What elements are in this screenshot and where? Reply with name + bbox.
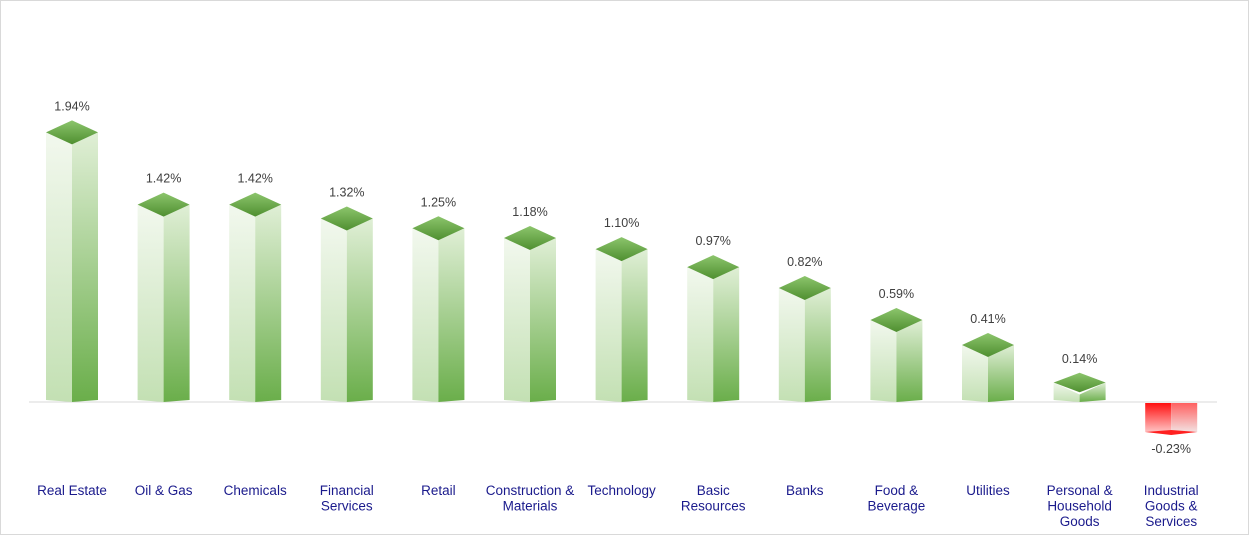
bar-right-face (255, 204, 282, 402)
bar-4: 1.25% Retail (412, 195, 465, 498)
bar-right-face (163, 204, 190, 402)
bar-1: 1.42% Oil & Gas (135, 172, 193, 498)
bar-8: 0.82% Banks (778, 255, 831, 498)
value-label: 0.41% (970, 312, 1005, 326)
bar-right-face (713, 267, 740, 402)
category-label: Chemicals (224, 483, 287, 498)
bar-top (778, 276, 831, 301)
bar-2: 1.42% Chemicals (224, 172, 287, 498)
value-label: -0.23% (1151, 442, 1191, 456)
bar-bottom (1145, 429, 1198, 435)
bar-left-face (870, 319, 897, 402)
bar-top (229, 192, 282, 217)
bar-left-face (962, 345, 988, 402)
bar-left-face (504, 237, 530, 402)
bar-left-face (137, 204, 164, 402)
value-label: 1.42% (237, 172, 272, 186)
bar-0: 1.94% Real Estate (37, 99, 107, 498)
bar-top (504, 225, 556, 250)
value-label: 1.32% (329, 186, 364, 200)
bar-6: 1.10% Technology (587, 216, 656, 498)
value-label: 1.42% (146, 172, 181, 186)
bar-left-face (1053, 382, 1080, 402)
bar-left-face (229, 204, 256, 402)
category-label: Banks (786, 483, 824, 498)
bar-right-face (530, 237, 556, 402)
bar-left-face (778, 288, 805, 402)
value-label: 0.59% (879, 287, 914, 301)
bar-top (962, 333, 1014, 358)
bar-top (46, 120, 98, 145)
bar-5: 1.18% Construction & Materials (486, 205, 575, 514)
category-label: Food & Beverage (868, 483, 926, 514)
category-label: Retail (421, 483, 456, 498)
bar-top (412, 216, 465, 241)
bar-top (687, 255, 740, 280)
bar-left-face (595, 249, 622, 402)
value-label: 1.18% (512, 205, 547, 219)
bar-right-face (896, 319, 923, 402)
bar-right-face (438, 228, 465, 402)
bar-right-face (1079, 382, 1106, 402)
bar-top (137, 192, 190, 217)
category-label: Utilities (966, 483, 1010, 498)
value-label: 1.94% (54, 99, 89, 113)
bar-9: 0.59% Food & Beverage (868, 287, 926, 514)
bar-3: 1.32% Financial Services (320, 186, 374, 514)
bar-left-face (1145, 403, 1172, 434)
bar-right-face (804, 288, 831, 402)
category-label: Real Estate (37, 483, 107, 498)
value-label: 0.82% (787, 255, 822, 269)
value-label: 1.10% (604, 216, 639, 230)
category-label: Financial Services (320, 483, 374, 514)
bar-top (595, 237, 648, 262)
bar-7: 0.97% Basic Resources (681, 234, 746, 513)
value-label: 1.25% (421, 195, 456, 209)
bar-left-face (320, 218, 347, 402)
bar-right-face (621, 249, 648, 402)
bar-top (320, 206, 373, 231)
category-label: Personal & Household Goods (1047, 483, 1113, 529)
bar-left-face (687, 267, 714, 402)
category-label: Construction & Materials (486, 483, 575, 514)
bar-right-face (72, 132, 98, 402)
value-label: 0.97% (695, 234, 730, 248)
bar-left-face (46, 132, 72, 402)
category-label: Oil & Gas (135, 483, 193, 498)
bar-left-face (412, 228, 439, 402)
bar-top (870, 307, 923, 332)
value-label: 0.14% (1062, 352, 1097, 366)
bar-right-face (346, 218, 373, 402)
bar-10: 0.41% Utilities (962, 312, 1014, 498)
bar-right-face (1171, 403, 1198, 434)
category-label: Basic Resources (681, 483, 746, 514)
bar-12: -0.23% Industrial Goods & Services (1144, 403, 1199, 529)
bar-right-face (988, 345, 1014, 402)
category-label: Technology (587, 483, 656, 498)
bar-top (1053, 372, 1106, 393)
bar-11: 0.14% Personal & Household Goods (1047, 352, 1113, 529)
category-label: Industrial Goods & Services (1144, 483, 1199, 529)
